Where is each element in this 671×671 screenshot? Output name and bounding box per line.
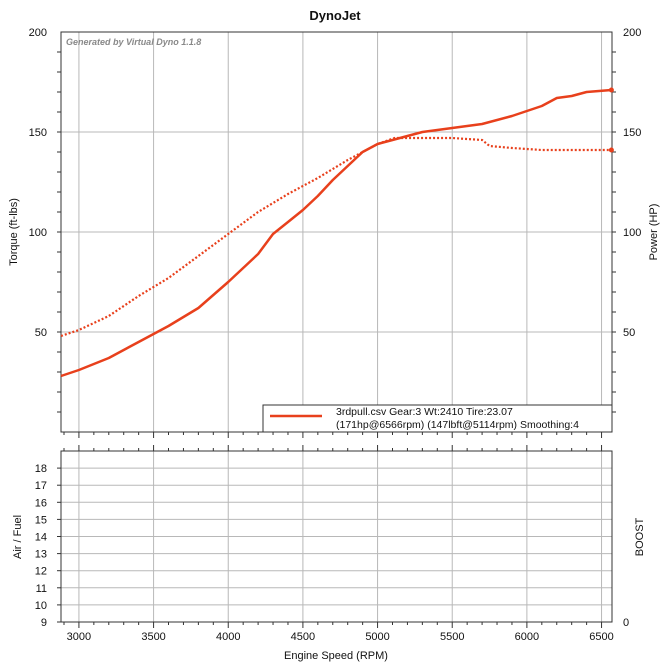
watermark: Generated by Virtual Dyno 1.1.8 — [66, 37, 201, 47]
x-tick-label: 6500 — [589, 631, 613, 643]
power-curve — [60, 88, 612, 378]
y-axis-title-left: Torque (ft-lbs) — [8, 198, 20, 266]
x-tick-label: 4500 — [291, 631, 315, 643]
y-tick-label-right: 50 — [623, 327, 635, 339]
y-tick-label-right: 150 — [623, 127, 641, 139]
legend-line-2: (171hp@6566rpm) (147lbft@5114rpm) Smooth… — [336, 419, 579, 431]
legend-line-1: 3rdpull.csv Gear:3 Wt:2410 Tire:23.07 — [336, 406, 513, 418]
y-axis-title-boost: BOOST — [634, 517, 646, 556]
x-tick-label: 6000 — [515, 631, 539, 643]
x-axis-title: Engine Speed (RPM) — [284, 650, 388, 662]
legend: 3rdpull.csv Gear:3 Wt:2410 Tire:23.07 (1… — [262, 404, 613, 433]
y-tick-label-air-fuel: 16 — [35, 497, 47, 509]
bottom-panel: 9 10 11 12 13 14 15 16 17 18 0 Air / Fuel BOOST — [12, 445, 646, 629]
y-axis-title-air-fuel: Air / Fuel — [12, 515, 24, 559]
x-tick-label: 5500 — [440, 631, 464, 643]
x-tick-label: 5000 — [365, 631, 389, 643]
y-tick-label-air-fuel: 12 — [35, 566, 47, 578]
y-tick-label-air-fuel: 17 — [35, 480, 47, 492]
y-axis-title-right: Power (HP) — [648, 204, 660, 261]
torque-curve — [60, 136, 612, 338]
y-tick-label-left: 150 — [29, 127, 47, 139]
top-panel: Generated by Virtual Dyno 1.1.8 50 100 150… — [8, 27, 660, 438]
y-tick-label-left: 200 — [29, 27, 47, 39]
torque-end-point — [608, 147, 614, 153]
y-tick-label-right: 100 — [623, 227, 641, 239]
y-tick-label-air-fuel: 18 — [35, 463, 47, 475]
y-tick-label-air-fuel: 14 — [35, 532, 47, 544]
y-tick-label-air-fuel: 9 — [41, 617, 47, 629]
y-tick-label-air-fuel: 10 — [35, 600, 47, 612]
y-tick-label-air-fuel: 11 — [36, 583, 47, 595]
y-tick-label-left: 50 — [35, 327, 47, 339]
legend-box — [262, 404, 613, 433]
chart-title: DynoJet — [309, 8, 361, 23]
x-tick-label: 3000 — [67, 631, 91, 643]
power-end-point — [608, 87, 614, 93]
y-tick-label-air-fuel: 15 — [35, 514, 47, 526]
y-tick-label-air-fuel: 13 — [35, 549, 47, 561]
x-tick-label: 3500 — [141, 631, 165, 643]
y-tick-label-right: 200 — [623, 27, 641, 39]
y-tick-label-boost: 0 — [623, 617, 629, 629]
x-tick-label: 4000 — [216, 631, 240, 643]
y-tick-label-left: 100 — [29, 227, 47, 239]
